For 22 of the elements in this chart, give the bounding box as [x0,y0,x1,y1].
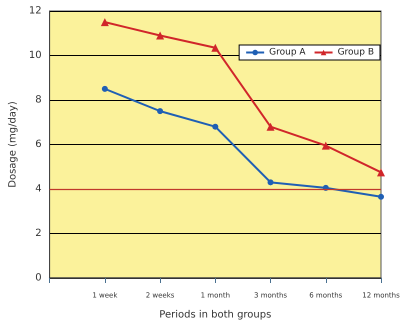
y-tick-label: 12 [28,6,42,16]
point [156,31,164,40]
point [100,18,109,26]
point [157,108,164,114]
y-tick-label: 10 [28,50,42,61]
y-tick-label: 4 [35,184,42,194]
y-tick-label: 8 [35,94,42,106]
point [102,86,108,92]
point [377,168,385,176]
y-tick-label: 0 [35,272,42,284]
point [268,179,274,186]
x-axis-title: Periods in both groups [159,310,272,320]
point [212,124,218,130]
point [211,44,220,52]
y-axis-title: Dosage (mg/day) [8,101,18,188]
legend-label: Group A [269,48,306,58]
legend-label: Group B [338,48,374,58]
point [322,142,330,150]
point [378,194,384,200]
y-tick-label: 2 [35,228,42,239]
y-tick-label: 6 [35,139,42,150]
point [266,122,275,131]
